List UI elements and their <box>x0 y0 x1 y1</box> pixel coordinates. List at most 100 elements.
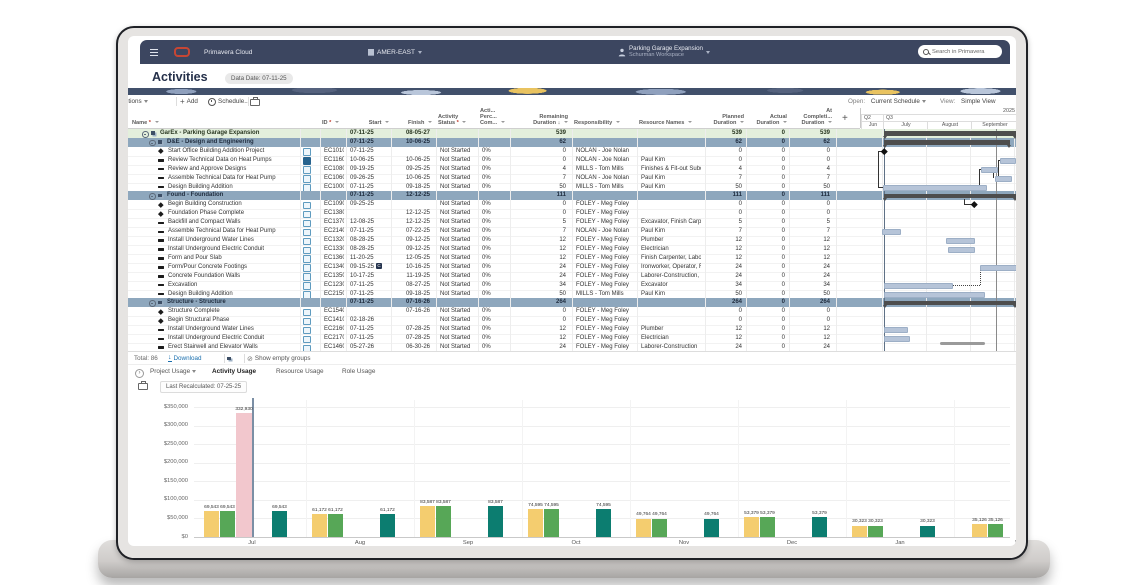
column-menu-icon[interactable] <box>828 120 832 123</box>
column-menu-icon[interactable] <box>564 120 568 123</box>
column-divider <box>391 129 392 352</box>
notebook-icon[interactable] <box>303 157 311 165</box>
gantt-bar-task[interactable] <box>981 166 998 173</box>
column-menu-icon[interactable] <box>615 120 620 123</box>
project-switcher[interactable]: Parking Garage Expansion Schurman Worksp… <box>618 40 710 64</box>
show-empty-groups-toggle[interactable]: ⊘ Show empty groups <box>247 355 311 363</box>
notebook-icon[interactable] <box>303 282 311 290</box>
gantt-bar-summary[interactable] <box>883 140 1011 147</box>
gantt-bar-task[interactable] <box>884 282 953 289</box>
cell-remaining-duration: 12 <box>559 254 566 261</box>
notebook-icon[interactable] <box>303 201 311 210</box>
gantt-bar-summary[interactable] <box>883 300 1016 308</box>
gantt-bar-task[interactable] <box>883 184 987 191</box>
notebook-icon[interactable] <box>303 148 311 156</box>
gantt-bar-task[interactable] <box>1000 157 1016 164</box>
column-menu-icon[interactable] <box>154 120 159 123</box>
download-button[interactable]: ↓ Download <box>168 354 202 362</box>
collapse-icon[interactable] <box>142 131 149 138</box>
gantt-month-label: September <box>971 120 1016 129</box>
cell-at-completion-duration: 4 <box>826 165 830 172</box>
column-menu-icon[interactable] <box>428 120 432 123</box>
column-menu-icon[interactable] <box>334 120 339 123</box>
notebook-icon[interactable] <box>303 317 311 326</box>
column-menu-icon[interactable] <box>740 120 744 123</box>
print-button[interactable] <box>250 95 260 108</box>
column-header-res[interactable]: Resource Names <box>639 120 703 126</box>
column-header-id[interactable]: ID * <box>322 120 346 126</box>
chart-bar-green <box>220 511 235 537</box>
gantt-bar-task[interactable] <box>884 327 908 334</box>
gantt-bar-task[interactable] <box>980 265 1016 271</box>
open-schedule-select[interactable]: Open: Current Schedule <box>848 95 926 108</box>
copy-rows-button[interactable] <box>227 352 231 365</box>
column-header-resp[interactable]: Responsibility <box>574 120 634 126</box>
row-name: Review and Approve Designs <box>168 165 247 172</box>
tab-role-usage[interactable]: Role Usage <box>342 368 376 375</box>
column-header-pct[interactable]: Acti... Perc... Com... <box>480 108 508 126</box>
column-header-rem[interactable]: Remaining Duration ↓ <box>533 113 568 126</box>
hamburger-menu-button[interactable] <box>150 40 158 64</box>
column-header-status[interactable]: Activity Status * <box>438 114 478 126</box>
notebook-icon[interactable] <box>303 166 311 174</box>
add-button[interactable]: + Add <box>180 96 198 106</box>
schedule-button[interactable]: Schedule... <box>208 95 250 108</box>
notebook-icon[interactable] <box>303 264 311 272</box>
gantt-bar-summary[interactable] <box>883 131 1016 138</box>
print-usage-button[interactable] <box>138 379 148 392</box>
cell-actual-duration: 0 <box>781 254 785 261</box>
tab-resource-usage[interactable]: Resource Usage <box>276 368 324 375</box>
download-icon: ↓ <box>168 354 172 362</box>
notebook-icon[interactable] <box>303 175 311 183</box>
gantt-bar-task[interactable] <box>884 291 985 298</box>
collapse-icon[interactable] <box>149 193 156 200</box>
column-menu-icon[interactable] <box>500 120 505 123</box>
collapse-panel-icon[interactable]: › <box>135 368 144 378</box>
actions-button[interactable]: Actions <box>128 95 148 108</box>
notebook-icon[interactable] <box>303 184 311 192</box>
gantt-bar-task[interactable] <box>946 238 975 245</box>
column-header-plan[interactable]: Planned Duration <box>713 113 744 126</box>
org-switcher[interactable]: AMER-EAST <box>368 40 422 64</box>
notebook-icon[interactable] <box>303 335 311 344</box>
notebook-icon[interactable] <box>303 291 311 299</box>
column-menu-icon[interactable] <box>783 120 787 123</box>
notebook-icon[interactable] <box>303 210 311 219</box>
gantt-bar-task[interactable] <box>882 229 901 236</box>
gantt-horizontal-scrollbar[interactable] <box>940 342 985 345</box>
gantt-bar-task[interactable] <box>995 175 1012 182</box>
cell-planned-duration: 7 <box>738 174 742 181</box>
column-menu-icon[interactable] <box>687 120 692 123</box>
column-header-start[interactable]: Start <box>348 120 389 126</box>
notebook-icon[interactable] <box>303 246 311 255</box>
collapse-icon[interactable] <box>149 139 156 147</box>
search-input[interactable]: Search in Primavera <box>918 45 1002 58</box>
notebook-icon[interactable] <box>303 237 311 246</box>
notebook-icon[interactable] <box>303 228 311 237</box>
column-menu-icon[interactable] <box>462 120 467 123</box>
notebook-icon[interactable] <box>303 255 311 263</box>
cell-remaining-duration: 0 <box>562 308 566 315</box>
column-header-act[interactable]: Actual Duration <box>756 113 787 126</box>
column-header-name[interactable]: Name * <box>132 120 298 126</box>
notebook-icon[interactable] <box>303 326 311 335</box>
chart-gridline <box>194 407 1010 408</box>
notebook-icon[interactable] <box>303 219 311 228</box>
column-header-atc[interactable]: At Completi... Duration <box>801 107 832 126</box>
view-select[interactable]: View: Simple View <box>940 98 996 105</box>
gantt-milestone[interactable] <box>971 201 978 208</box>
gantt-bar-summary[interactable] <box>883 193 1016 201</box>
tab-project-usage[interactable]: Project Usage <box>150 365 196 379</box>
gantt-bar-task[interactable] <box>948 247 975 254</box>
column-menu-icon[interactable] <box>385 120 389 123</box>
gantt-bar-task[interactable] <box>884 336 910 343</box>
column-header-finish[interactable]: Finish <box>393 120 432 126</box>
cell-planned-duration: 24 <box>735 272 742 279</box>
cell-start: 09-19-25 <box>350 165 375 172</box>
collapse-icon[interactable] <box>149 300 156 307</box>
activities-grid: Name * ID * Start Finish Activity Status … <box>128 107 1016 352</box>
cell-remaining-duration: 4 <box>562 165 566 172</box>
add-column-button[interactable]: + <box>842 113 848 124</box>
cell-responsibility: FOLEY - Meg Foley <box>576 308 629 315</box>
notebook-icon[interactable] <box>303 273 311 281</box>
